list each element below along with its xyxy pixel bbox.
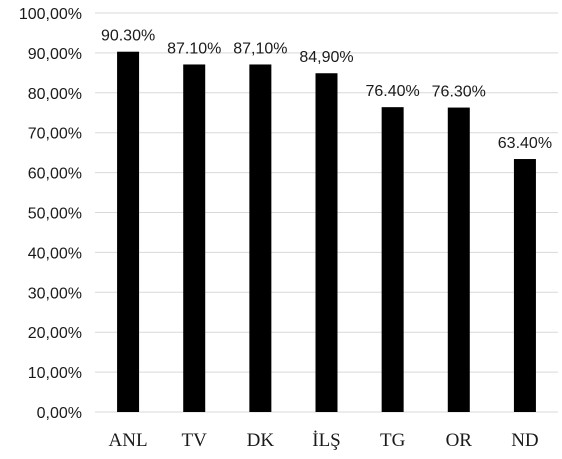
x-category-label: DK [247, 430, 275, 451]
y-tick-label: 70,00% [28, 126, 82, 143]
y-tick-label: 0,00% [37, 405, 82, 422]
x-category-label: TV [182, 430, 208, 451]
data-label: 63.40% [498, 135, 552, 152]
x-category-label: ND [511, 430, 538, 451]
bar-dk [249, 64, 272, 412]
data-label: 87.10% [167, 40, 221, 57]
bar-nd [513, 159, 536, 412]
x-category-label: ANL [109, 430, 148, 451]
x-axis-category-labels: ANL TV DK İLŞ TG OR ND [109, 430, 539, 451]
y-tick-label: 30,00% [28, 285, 82, 302]
y-tick-label: 80,00% [28, 86, 82, 103]
x-category-label: OR [446, 430, 473, 451]
x-category-label: TG [380, 430, 406, 451]
y-tick-label: 20,00% [28, 325, 82, 342]
data-label: 76.30% [432, 84, 486, 101]
y-tick-label: 40,00% [28, 245, 82, 262]
y-tick-label: 60,00% [28, 166, 82, 183]
bar-or [447, 107, 470, 413]
data-label: 90.30% [101, 28, 155, 45]
bar-i̇lş [315, 73, 338, 413]
bar-anl [117, 51, 140, 412]
y-tick-label: 50,00% [28, 206, 82, 223]
y-axis-tick-labels: 0,00% 10,00% 20,00% 30,00% 40,00% 50,00% 60,00… [19, 6, 82, 422]
bar-tv [183, 64, 206, 412]
y-tick-label: 10,00% [28, 365, 82, 382]
y-tick-label: 100,00% [19, 6, 82, 23]
x-category-label: İLŞ [312, 430, 341, 451]
bar-tg [381, 107, 404, 412]
bars [117, 51, 536, 413]
y-tick-label: 90,00% [28, 46, 82, 63]
data-labels: 90.30% 87.10% 87,10% 84,90% 76.40% 76.30% 63.4… [101, 28, 552, 152]
data-label: 76.40% [366, 83, 420, 100]
data-label: 87,10% [233, 40, 287, 57]
data-label: 84,90% [299, 49, 353, 66]
